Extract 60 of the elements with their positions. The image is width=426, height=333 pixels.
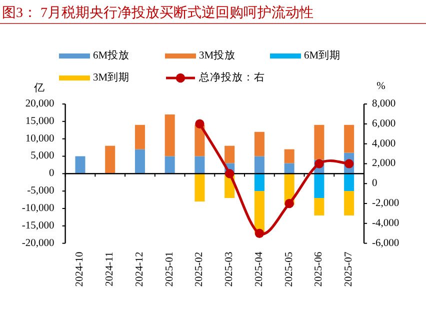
y-tick-label: -10,000 <box>22 202 54 214</box>
bar <box>344 174 354 192</box>
bar <box>224 146 235 164</box>
y-tick-label: 15,000 <box>25 116 54 127</box>
y-tick-label: 20,000 <box>25 98 54 110</box>
x-tick-label: 2025-01 <box>164 252 176 287</box>
y2-tick-label: -2,000 <box>372 198 400 209</box>
y2-tick-label: 0 <box>372 178 378 190</box>
bar <box>134 124 145 150</box>
y-tick-label: -20,000 <box>22 238 54 249</box>
legend-label: 6M到期 <box>304 50 341 62</box>
point <box>254 228 264 238</box>
bar <box>254 191 264 233</box>
chart-title: 图3： 7月税期央行净投放买断式逆回购呵护流动性 <box>2 5 314 21</box>
x-tick-label: 2024-10 <box>74 252 86 287</box>
y-axis-title: 亿 <box>33 82 45 94</box>
y2-tick-label: 8,000 <box>372 98 396 110</box>
y2-tick-label: 6,000 <box>372 118 396 130</box>
x-tick-label: 2025-02 <box>194 252 206 287</box>
y-tick-label: 0 <box>49 168 54 180</box>
x-tick-label: 2025-03 <box>224 252 236 287</box>
x-tick-label: 2025-06 <box>314 252 325 287</box>
y2-tick-label: 4,000 <box>372 138 396 150</box>
y2-tick-label: 2,000 <box>372 158 396 170</box>
bar <box>194 156 205 174</box>
y2-axis-title: % <box>376 81 386 92</box>
legend-label: 总净投放：右 <box>198 70 265 84</box>
point <box>224 169 234 178</box>
bar <box>344 191 354 216</box>
legend-label: 3M投放 <box>199 50 236 62</box>
y2-tick-label: -4,000 <box>372 218 400 229</box>
y2-tick-label: -6,000 <box>372 238 400 249</box>
x-tick-label: 2025-07 <box>344 252 355 287</box>
point <box>195 119 204 128</box>
bar <box>164 114 175 156</box>
point <box>284 198 294 208</box>
bar <box>284 163 294 174</box>
legend-label: 3M到期 <box>93 72 130 84</box>
y-tick-label: -15,000 <box>22 220 54 232</box>
bar <box>284 149 294 164</box>
x-tick-label: 2025-04 <box>254 251 265 287</box>
bar <box>344 124 354 153</box>
bar <box>314 174 324 198</box>
bar <box>254 156 264 174</box>
bar <box>314 198 324 216</box>
y-tick-label: 10,000 <box>25 133 54 144</box>
x-tick-label: 2024-11 <box>104 252 116 286</box>
bar <box>254 132 264 156</box>
bar <box>105 146 116 174</box>
bar <box>75 156 86 174</box>
legend-label: 6M投放 <box>93 50 130 62</box>
bar <box>164 156 175 174</box>
x-tick-label: 2025-05 <box>284 252 295 287</box>
bar <box>254 174 264 192</box>
bar <box>194 174 205 202</box>
x-tick-label: 2024-12 <box>134 252 146 287</box>
y-tick-label: 5,000 <box>30 150 54 162</box>
bar <box>134 149 145 174</box>
y-tick-label: -5,000 <box>27 186 54 197</box>
bar <box>314 124 324 160</box>
